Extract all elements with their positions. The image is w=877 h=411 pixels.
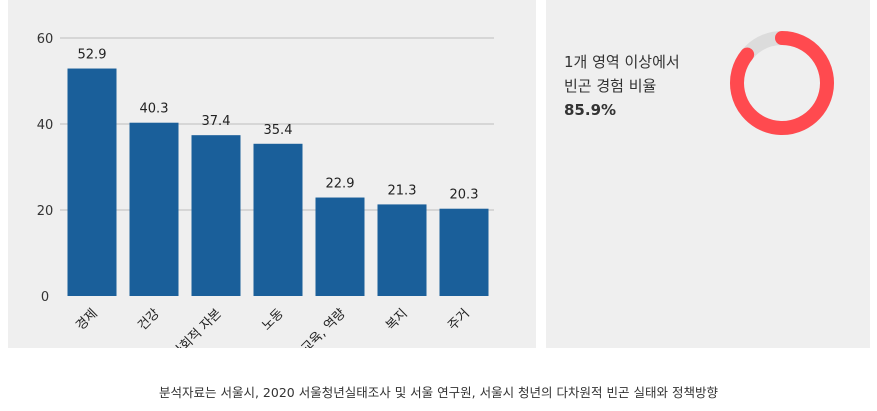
x-tick-label: 건강 [135, 306, 163, 334]
x-tick-label: 노동 [259, 306, 287, 334]
source-caption: 분석자료는 서울시, 2020 서울청년실태조사 및 서울 연구원, 서울시 청… [159, 385, 718, 400]
bar [191, 135, 241, 296]
bar-chart: 0 20 40 60 52.9 경제 40.3 건강 37.4 사회적 자본 35.4 노동 22.9 교… [37, 32, 494, 362]
bar [439, 208, 489, 296]
donut-value: 85.9% [564, 101, 617, 119]
data-label: 20.3 [450, 188, 479, 203]
x-tick-label: 주거 [445, 306, 473, 334]
x-tick-label: 복지 [383, 306, 411, 334]
y-tick-label: 20 [37, 204, 54, 219]
bar [315, 197, 365, 296]
bar [67, 68, 117, 296]
bar-chart-panel: 0 20 40 60 52.9 경제 40.3 건강 37.4 사회적 자본 35.4 노동 22.9 교… [8, 0, 536, 362]
bar [253, 143, 303, 296]
donut-value-arc [730, 31, 834, 135]
x-tick-label: 사회적 자본 [169, 306, 225, 348]
x-tick-label: 경제 [73, 306, 101, 334]
data-label: 37.4 [202, 114, 231, 129]
data-label: 21.3 [388, 183, 417, 198]
donut-label-line1: 1개 영역 이상에서 [564, 53, 680, 71]
bar [129, 122, 179, 297]
data-label: 22.9 [326, 177, 355, 192]
donut-panel: 1개 영역 이상에서 빈곤 경험 비율 85.9% [546, 0, 870, 348]
x-tick-label: 교육, 역량 [299, 306, 349, 348]
data-label: 52.9 [78, 48, 107, 63]
y-tick-label: 60 [37, 32, 54, 47]
data-label: 35.4 [264, 123, 293, 138]
bar [377, 204, 427, 296]
y-tick-label: 0 [41, 290, 49, 305]
donut-label-line2: 빈곤 경험 비율 [564, 77, 657, 95]
data-label: 40.3 [140, 102, 169, 117]
y-tick-label: 40 [37, 118, 54, 133]
donut-chart [730, 31, 834, 135]
donut-label: 1개 영역 이상에서 빈곤 경험 비율 85.9% [564, 50, 680, 122]
